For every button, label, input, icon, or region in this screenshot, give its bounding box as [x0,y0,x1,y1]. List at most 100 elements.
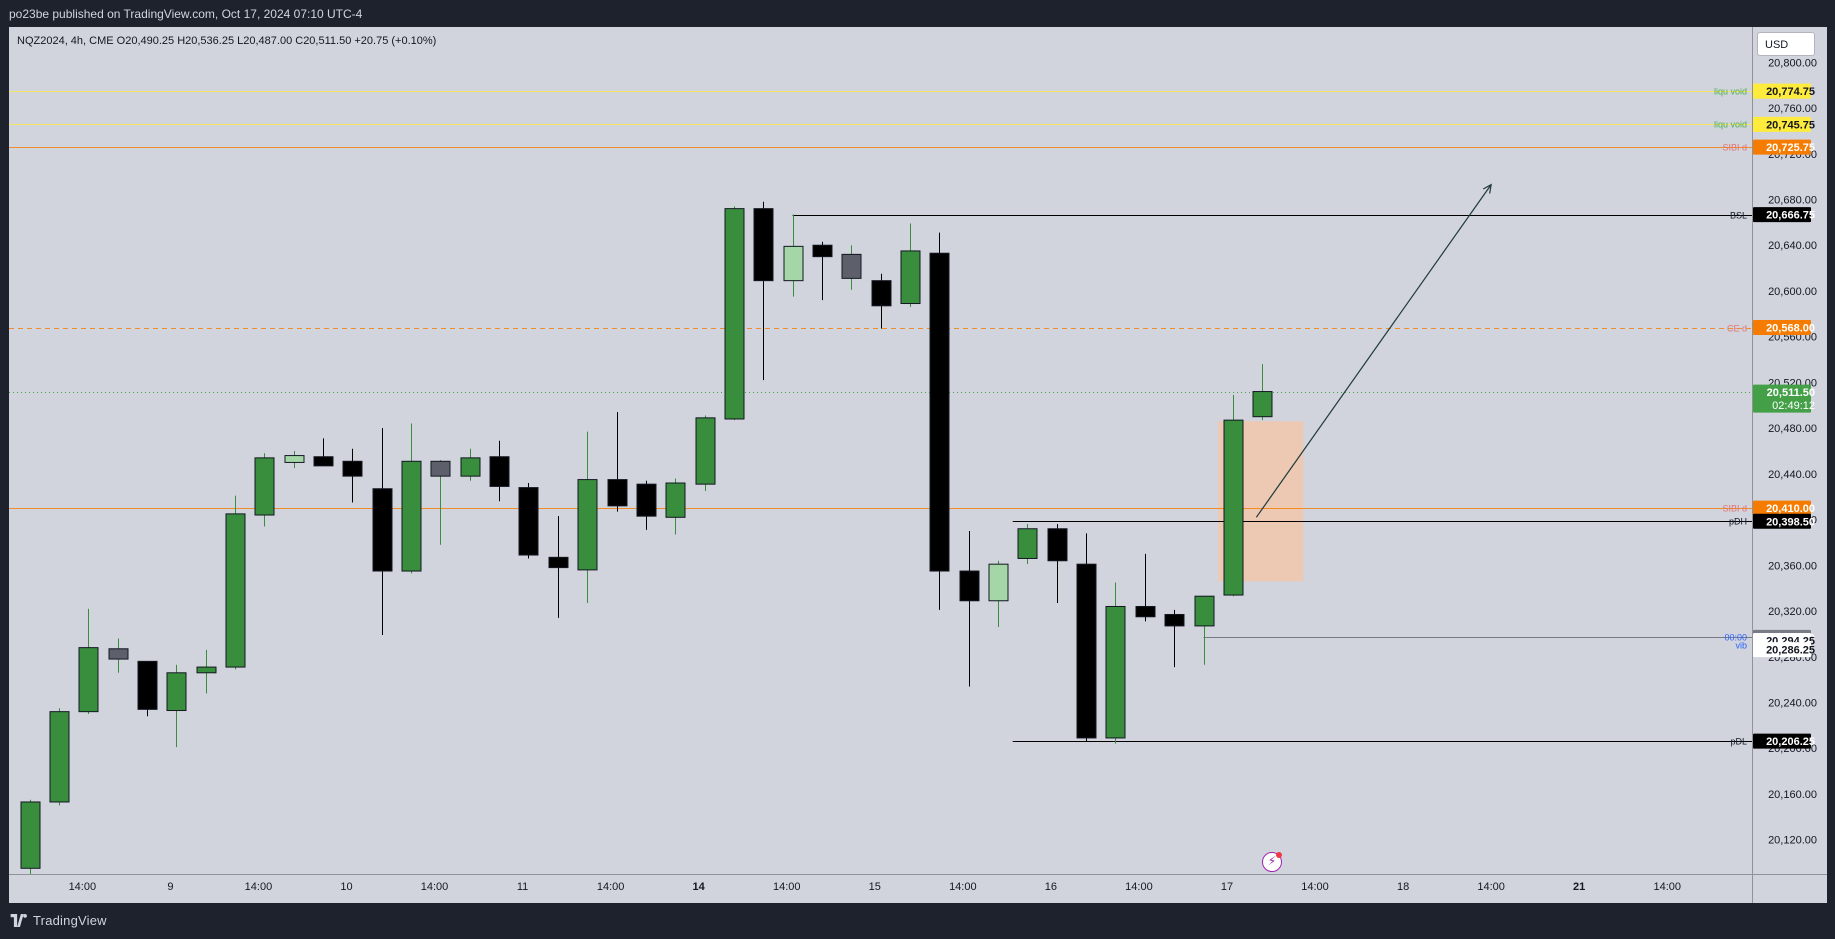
price-badge [1753,83,1811,99]
candle-body [1047,528,1068,562]
candle-body [78,647,99,713]
candle-body [49,711,70,803]
price-badge [1753,384,1811,413]
x-tick-label: 14:00 [597,881,625,893]
tradingview-logo-icon[interactable] [10,914,28,927]
x-tick-label: 14:00 [1653,881,1681,893]
price-badge-label: 20,568.00 [1766,323,1815,335]
price-badge-label: 20,725.75 [1766,142,1815,154]
candle-body [401,460,422,572]
footer-bar: TradingView [0,903,1835,939]
candle-body [871,280,892,307]
candle-body [254,457,275,516]
x-tick-label: 14:00 [245,881,273,893]
candle-body [20,801,41,869]
price-badge [1753,513,1811,529]
price-badge [1753,207,1811,223]
price-badge-label: 20,745.75 [1766,119,1815,131]
candle-body [372,488,393,572]
x-tick-label: 21 [1573,881,1585,893]
candle-body [225,513,246,668]
candle-body [489,456,510,487]
x-tick-label: 14:00 [1125,881,1153,893]
level-label: pDL [1730,737,1747,747]
candle-body [959,570,980,602]
candle-body [812,244,833,258]
price-badge [1753,500,1811,516]
candle-body [284,455,305,463]
y-tick-label: 20,680.00 [1768,194,1817,206]
footer-brand[interactable]: TradingView [33,913,107,928]
level-label: BSL [1730,211,1747,221]
x-tick-label: 18 [1397,881,1409,893]
candle-body [1017,528,1038,559]
y-tick-label: 20,120.00 [1768,835,1817,847]
candle-body [1194,595,1215,627]
y-tick-label: 20,640.00 [1768,240,1817,252]
projection-arrow [1255,184,1492,518]
level-label: CE d [1727,324,1747,334]
price-axis-layer: 20,800.0020,760.0020,720.0020,680.0020,6… [1752,27,1817,903]
currency-button[interactable]: USD [1757,32,1815,56]
candle-body [607,479,628,507]
candle-body [753,208,774,282]
price-badge-label: 20,206.25 [1766,736,1815,748]
price-badge-label: 20,511.50 [1767,387,1815,399]
price-badge-label: 20,666.75 [1766,210,1815,222]
y-tick-label: 20,800.00 [1768,57,1817,69]
x-tick-label: 14:00 [949,881,977,893]
x-tick-label: 14:00 [773,881,801,893]
candle-body [1164,613,1185,627]
flash-icon[interactable]: ⚡ [1262,852,1282,872]
y-tick-label: 20,320.00 [1768,606,1817,618]
price-badge [1753,320,1811,336]
candle-body [665,482,686,518]
candle-body [695,417,716,485]
candle-body [1135,605,1156,618]
candle-body [783,245,804,282]
y-tick-label: 20,480.00 [1768,423,1817,435]
price-badge-label: 20,410.00 [1766,503,1815,515]
price-badge [1753,733,1811,749]
level-label: liqu void [1714,87,1747,97]
projection-arrow-layer [1255,183,1492,518]
candle-body [1105,605,1126,739]
level-label: SIBI d [1722,504,1747,514]
x-tick-label: 14:00 [69,881,97,893]
symbol-legend: NQZ2024, 4h, CME O20,490.25 H20,536.25 L… [17,35,437,47]
x-tick-label: 14:00 [1301,881,1329,893]
candle-body [342,460,363,477]
candle-body [548,556,569,569]
candle-body [166,672,187,712]
x-tick-label: 15 [869,881,881,893]
level-label: SIBI d [1722,143,1747,153]
candle-body [137,660,158,710]
y-tick-label: 20,360.00 [1768,560,1817,572]
level-label: vib [1735,641,1747,651]
y-tick-label: 20,240.00 [1768,698,1817,710]
y-tick-label: 20,160.00 [1768,789,1817,801]
time-axis-layer: 14:00 9 14:00 10 14:00 11 14:00 14 14:00 15 14:00 1… [9,874,1827,893]
candle-body [430,460,451,477]
y-tick-label: 20,760.00 [1768,103,1817,115]
price-chart[interactable]: liqu void liqu void SIBI d BSL CE d SIBI d pDH… [9,27,1827,903]
level-label: pDH [1729,517,1747,527]
x-tick-label: 14:00 [1477,881,1505,893]
notification-dot-icon [1276,852,1282,858]
x-tick-label: 10 [340,881,352,893]
candle-body [313,456,334,467]
candle-body [518,487,539,556]
y-tick-label: 20,600.00 [1768,286,1817,298]
candle-body [108,648,129,660]
candle-body [1223,419,1244,596]
price-badge [1753,116,1811,132]
publish-header: po23be published on TradingView.com, Oct… [0,0,1835,27]
candle-body [1076,563,1097,739]
price-badge-label: 20,398.50 [1766,516,1815,528]
candle-body [196,666,217,674]
arrow-head-icon [1482,183,1492,194]
chart-frame[interactable]: liqu void liqu void SIBI d BSL CE d SIBI d pDH… [9,27,1827,903]
x-tick-label: 14 [693,881,706,893]
candle-body [1252,391,1273,418]
x-tick-label: 14:00 [421,881,449,893]
